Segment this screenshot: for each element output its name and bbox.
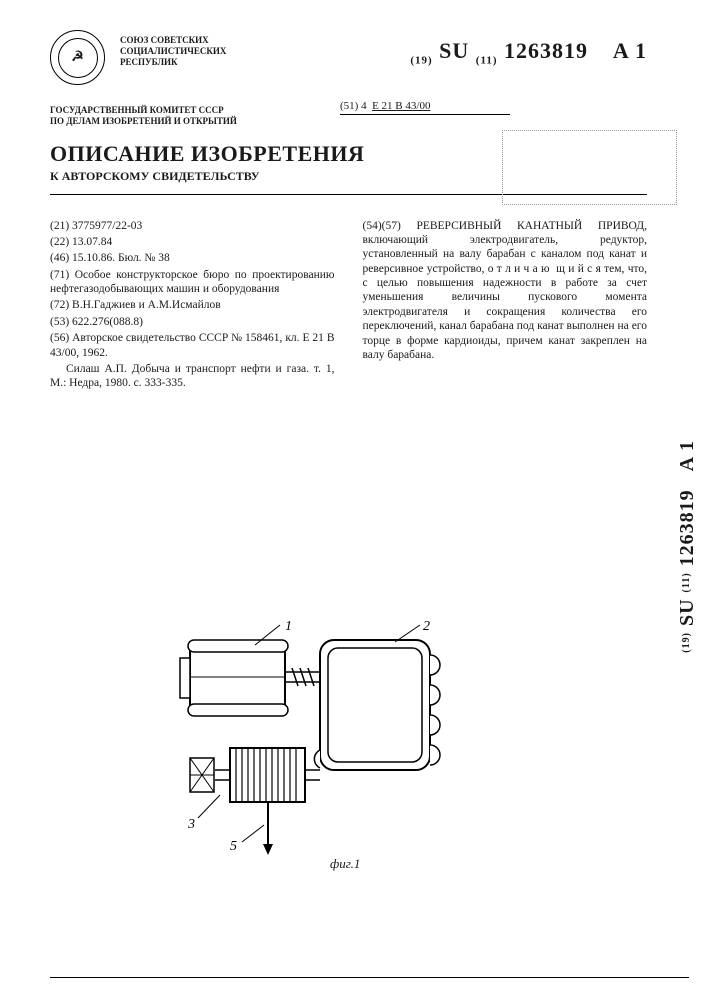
rope-part xyxy=(263,802,273,855)
emblem-glyph: ☭ xyxy=(58,38,98,78)
prefix-11: (11) xyxy=(476,54,498,66)
gearbox-part xyxy=(314,640,440,770)
motor-part xyxy=(180,640,320,716)
label-5: 5 xyxy=(230,839,237,854)
doc-suffix: A 1 xyxy=(613,38,647,63)
side-prefix-19: (19) xyxy=(681,632,692,653)
bottom-rule xyxy=(50,977,689,978)
figure-1: 1 2 3 5 фиг.1 xyxy=(160,620,470,870)
label-3: 3 xyxy=(187,817,195,832)
document-number: (19) SU (11) 1263819 A 1 xyxy=(410,30,647,66)
label-1: 1 xyxy=(285,620,292,634)
prefix-19: (19) xyxy=(410,54,432,66)
abstract-text: (54)(57) РЕВЕРСИВНЫЙ КАНАТНЫЙ ПРИ­ВОД, в… xyxy=(363,219,648,363)
side-suffix: A 1 xyxy=(676,440,698,471)
field-71: (71) Особое конструкторское бюро по прое… xyxy=(50,268,335,297)
field-22: (22) 13.07.84 xyxy=(50,235,335,249)
class-prefix: (51) 4 xyxy=(340,100,367,112)
drum-part xyxy=(230,748,305,802)
left-column: (21) 3775977/22-03 (22) 13.07.84 (46) 15… xyxy=(50,219,335,393)
classification-code: (51) 4 E 21 B 43/00 xyxy=(340,100,510,115)
committee-label: ГОСУДАРСТВЕННЫЙ КОМИТЕТ СССР ПО ДЕЛАМ ИЗ… xyxy=(50,105,270,127)
patent-number: 1263819 xyxy=(504,38,588,63)
class-code: E 21 B 43/00 xyxy=(372,100,430,112)
field-72: (72) В.Н.Гаджиев и А.М.Исмайлов xyxy=(50,298,335,312)
field-56-ref: Силаш А.П. Добыча и транспорт нефти и га… xyxy=(50,362,335,391)
state-emblem: ☭ xyxy=(50,30,105,85)
side-prefix-11: (11) xyxy=(681,572,692,592)
field-46: (46) 15.10.86. Бюл. № 38 xyxy=(50,251,335,265)
right-column: (54)(57) РЕВЕРСИВНЫЙ КАНАТНЫЙ ПРИ­ВОД, в… xyxy=(363,219,648,393)
bearing-block xyxy=(190,758,214,792)
su-code: SU xyxy=(439,38,469,63)
label-2: 2 xyxy=(423,620,430,634)
side-su: SU xyxy=(676,598,698,626)
field-53: (53) 622.276(088.8) xyxy=(50,315,335,329)
side-number: 1263819 xyxy=(676,489,698,566)
figure-caption: фиг.1 xyxy=(330,856,360,872)
side-doc-number: (19) SU (11) 1263819 A 1 xyxy=(676,440,699,653)
stamp-placeholder xyxy=(502,130,677,205)
union-label: СОЮЗ СОВЕТСКИХ СОЦИАЛИСТИЧЕСКИХ РЕСПУБЛИ… xyxy=(120,30,260,67)
field-21: (21) 3775977/22-03 xyxy=(50,219,335,233)
field-56: (56) Авторское свидетельство СССР № 1584… xyxy=(50,331,335,360)
